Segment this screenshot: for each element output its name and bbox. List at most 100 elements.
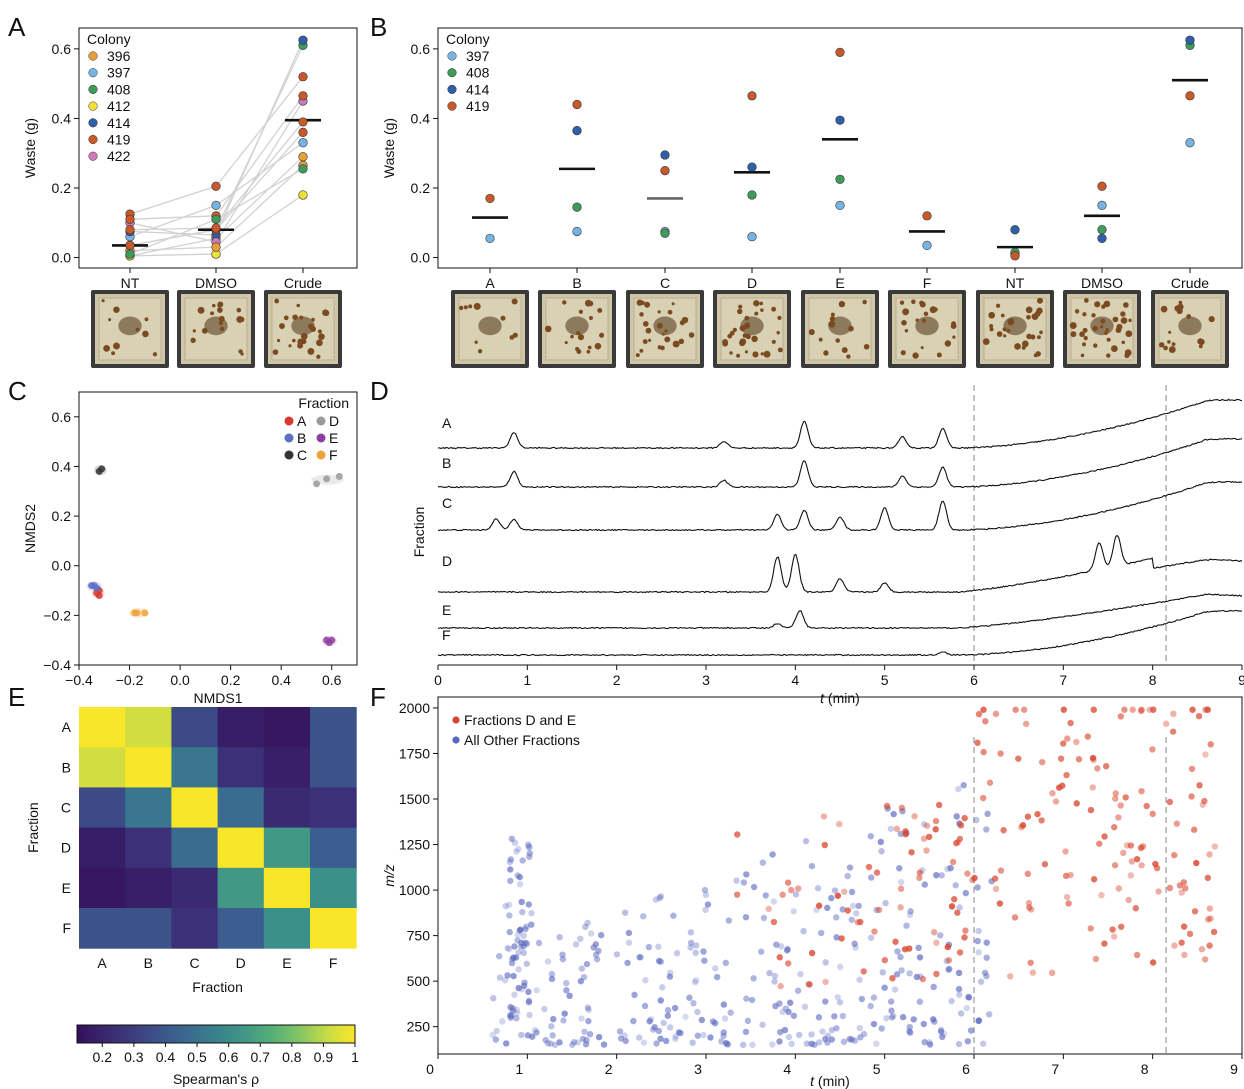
- heatmap-cell-C-E: [263, 787, 311, 829]
- mz-point-de: [788, 886, 795, 894]
- dish-debris: [210, 311, 215, 316]
- dish-debris: [982, 338, 990, 345]
- mz-point-de: [1204, 874, 1212, 882]
- mz-point-de: [806, 981, 813, 988]
- mz-point-de: [949, 858, 957, 866]
- y-tick-label: 1250: [399, 837, 430, 853]
- mz-point-other: [974, 884, 981, 891]
- mz-point-de: [916, 869, 924, 876]
- mz-point-other: [549, 1032, 556, 1039]
- mz-point-de: [821, 841, 828, 849]
- legend-marker-408: [88, 84, 98, 94]
- x-tick-label: F: [923, 275, 932, 291]
- dish-debris: [458, 305, 464, 311]
- dish-debris: [759, 301, 764, 306]
- colony-link-line: [129, 95, 304, 220]
- mz-point-other: [712, 965, 719, 972]
- mz-point-other: [671, 1004, 679, 1012]
- dish-debris: [1002, 327, 1007, 332]
- dish-debris: [752, 351, 759, 358]
- dish-debris: [142, 330, 149, 338]
- mz-point-other: [857, 1034, 864, 1041]
- legend-marker-408: [447, 68, 457, 78]
- dish-debris: [103, 344, 110, 352]
- mz-point-de: [920, 835, 928, 842]
- dish-debris: [311, 317, 315, 322]
- dish-debris: [288, 344, 292, 348]
- dish-debris: [562, 300, 567, 305]
- dish-debris: [635, 353, 640, 358]
- data-point-colony-414: [1097, 233, 1107, 244]
- x-tick-label: 7: [1059, 672, 1067, 688]
- dish-debris: [1026, 333, 1032, 340]
- dish-debris: [846, 354, 851, 359]
- mz-point-other: [979, 1040, 987, 1047]
- x-tick-label: 3: [694, 1061, 702, 1077]
- mz-point-other: [490, 995, 497, 1002]
- dish-debris: [664, 329, 668, 333]
- heatmap-cell-D-A: [79, 827, 126, 869]
- dish-debris: [989, 324, 994, 329]
- mz-point-other: [525, 843, 532, 851]
- mz-point-other: [597, 931, 605, 939]
- x-tick-label: D: [236, 955, 246, 971]
- dish-photo-A: [451, 290, 529, 368]
- nmds-point-E: [328, 636, 336, 644]
- mz-point-other: [720, 1001, 728, 1008]
- heatmap-cell-F-B: [125, 908, 172, 949]
- mz-point-other: [672, 1035, 679, 1043]
- mz-point-other: [788, 1040, 795, 1047]
- mz-point-other: [505, 901, 513, 909]
- legend-label: Fractions D and E: [464, 712, 576, 728]
- mz-point-other: [749, 1041, 756, 1048]
- x-tick-label: 3: [702, 672, 710, 688]
- data-point-colony-408: [572, 202, 582, 212]
- dish-debris: [1159, 342, 1165, 348]
- mz-point-other: [624, 959, 631, 967]
- dish-debris: [576, 331, 581, 336]
- mz-point-de: [1029, 969, 1037, 976]
- dish-debris: [678, 338, 685, 345]
- mz-point-de: [971, 874, 978, 882]
- y-tick-label: 500: [407, 973, 431, 989]
- dish-debris: [744, 315, 750, 321]
- dish-debris: [777, 347, 783, 353]
- x-tick-label: −0.2: [116, 672, 144, 688]
- mz-point-other: [582, 923, 589, 931]
- dish-debris: [1035, 351, 1041, 357]
- mz-point-other: [766, 969, 773, 977]
- dish-debris: [636, 299, 643, 306]
- heatmap-cell-C-C: [171, 787, 219, 829]
- mz-point-de: [1101, 940, 1108, 947]
- panel-label-a: A: [8, 12, 26, 42]
- dish-debris: [144, 317, 149, 322]
- x-tick-label: 2: [605, 1061, 613, 1077]
- dish-debris: [902, 308, 910, 316]
- mz-point-other: [514, 1009, 521, 1017]
- mz-point-other: [808, 862, 816, 870]
- data-point-colony-396: [211, 242, 221, 252]
- mz-point-other: [898, 967, 905, 974]
- data-point-colony-414: [572, 126, 582, 136]
- mz-point-other: [700, 1031, 707, 1039]
- mz-point-other: [492, 1036, 500, 1043]
- y-tick-label: 0.2: [52, 180, 72, 196]
- heatmap-cell-E-A: [79, 867, 126, 909]
- mz-point-other: [508, 835, 516, 843]
- dish-inner: [808, 297, 872, 361]
- mz-point-de: [889, 975, 896, 982]
- mz-point-de: [954, 909, 961, 916]
- mz-point-other: [956, 904, 963, 911]
- trace-label-F: F: [442, 627, 451, 643]
- dish-debris: [1026, 314, 1031, 320]
- mz-point-other: [769, 1041, 776, 1048]
- dish-debris: [1079, 331, 1085, 338]
- dish-debris: [1104, 331, 1108, 335]
- dish-debris: [639, 312, 644, 317]
- dish-debris: [642, 339, 648, 345]
- data-point-colony-412: [298, 190, 308, 200]
- dish-debris: [219, 326, 225, 332]
- data-point-colony-414: [298, 35, 308, 45]
- mz-point-de: [820, 813, 828, 820]
